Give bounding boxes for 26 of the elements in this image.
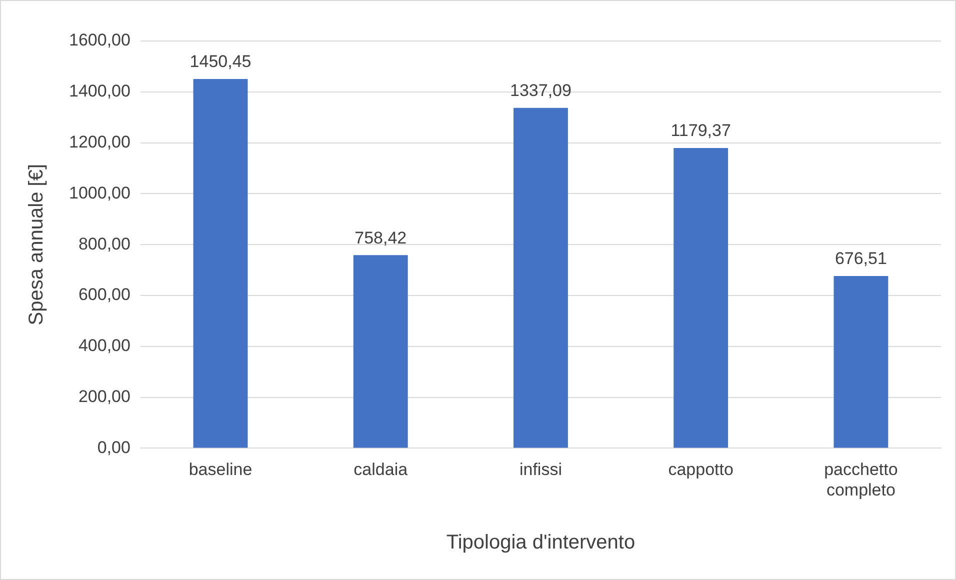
y-tick-label: 0,00 — [97, 438, 130, 457]
y-tick-label: 1400,00 — [69, 82, 130, 101]
y-tick-label: 200,00 — [78, 386, 130, 406]
x-tick-label: caldaia — [354, 460, 408, 480]
y-tick-label: 1200,00 — [69, 132, 130, 152]
data-label: 1337,09 — [510, 81, 572, 100]
data-label: 1179,37 — [670, 121, 731, 140]
y-axis-title: Spesa annuale [€] — [26, 164, 48, 326]
x-tick-label: baseline — [188, 460, 252, 480]
x-tick-label: infissi — [519, 460, 562, 480]
bar — [834, 276, 888, 448]
x-tick-label: cappotto — [668, 460, 734, 480]
y-tick-label: 1600,00 — [69, 30, 130, 50]
x-axis-title: Tipologia d'intervento — [446, 532, 636, 554]
data-label: 1450,45 — [190, 52, 252, 72]
y-tick-label: 1000,00 — [69, 183, 130, 202]
x-tick-label: pacchetto completo — [824, 460, 898, 500]
y-tick-label: 400,00 — [78, 336, 130, 356]
bar — [193, 79, 248, 448]
y-tick-label: 800,00 — [78, 234, 130, 254]
y-tick-label: 600,00 — [78, 285, 130, 304]
data-label: 758,42 — [354, 228, 407, 248]
bar — [674, 148, 728, 448]
bar — [353, 255, 408, 448]
data-label: 676,51 — [834, 249, 887, 268]
bar — [514, 108, 568, 448]
